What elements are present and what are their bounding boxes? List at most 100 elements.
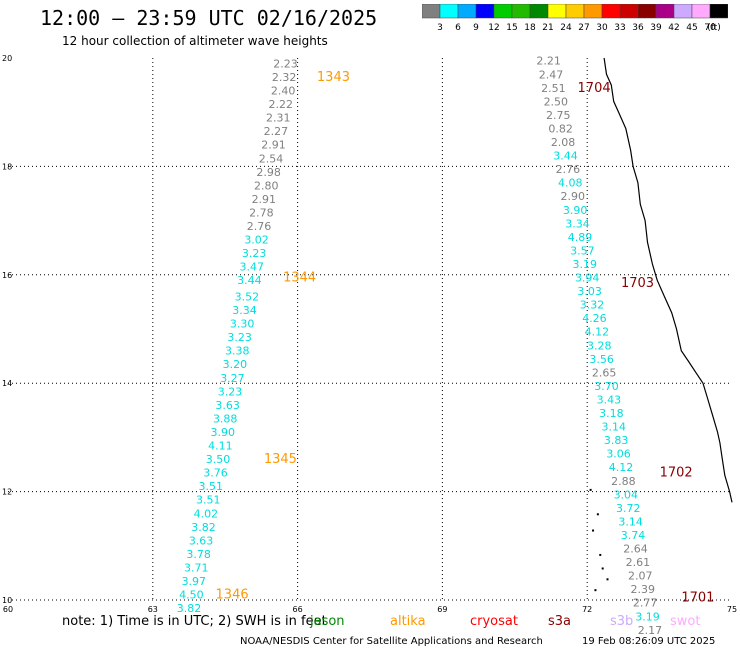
island-mark xyxy=(589,488,592,491)
wave-height-value: 0.82 xyxy=(548,122,573,135)
island-mark xyxy=(592,529,595,532)
color-scale-swatch xyxy=(422,4,441,19)
wave-height-value: 2.64 xyxy=(623,543,648,556)
wave-height-value: 3.57 xyxy=(570,244,595,257)
satellite-legend-s3b: s3b xyxy=(610,614,633,629)
wave-height-value: 2.21 xyxy=(536,55,561,68)
wave-height-value: 3.78 xyxy=(186,548,211,561)
wave-height-value: 2.75 xyxy=(546,109,571,122)
wave-height-value: 3.43 xyxy=(597,393,622,406)
wave-height-value: 3.90 xyxy=(563,204,588,217)
island-mark xyxy=(606,578,609,581)
wave-height-value: 2.54 xyxy=(259,152,284,165)
satellite-legend-swot: swot xyxy=(670,614,700,629)
color-scale-label: 36 xyxy=(632,23,644,33)
color-scale-swatch xyxy=(673,4,693,19)
color-scale-label: 70 xyxy=(704,23,716,33)
color-scale-label: 3 xyxy=(437,23,443,33)
wave-height-value: 2.80 xyxy=(254,179,279,192)
wave-height-value: 2.22 xyxy=(268,98,293,111)
wave-height-value: 3.71 xyxy=(184,561,209,574)
color-scale-swatch xyxy=(439,4,459,19)
wave-height-value: 3.02 xyxy=(244,234,269,247)
color-scale-swatch xyxy=(655,4,675,19)
wave-height-value: 2.50 xyxy=(544,95,569,108)
y-tick-label: 14 xyxy=(2,379,12,388)
wave-height-value: 3.19 xyxy=(635,610,660,623)
wave-height-value: 3.23 xyxy=(218,385,243,398)
island-mark xyxy=(601,567,604,570)
wave-height-value: 2.91 xyxy=(261,139,286,152)
wave-height-value: 3.50 xyxy=(206,453,231,466)
credit-text: NOAA/NESDIS Center for Satellite Applica… xyxy=(240,636,543,647)
wave-height-value: 2.76 xyxy=(556,163,581,176)
wave-height-value: 2.17 xyxy=(638,624,663,637)
wave-height-value: 3.34 xyxy=(565,217,590,230)
wave-height-value: 3.06 xyxy=(606,448,631,461)
wave-height-value: 2.61 xyxy=(626,556,651,569)
pass-number-label: 1702 xyxy=(660,466,693,481)
color-scale-swatch xyxy=(475,4,495,19)
pass-number-label: 1701 xyxy=(681,590,714,605)
wave-height-value: 3.72 xyxy=(616,502,641,515)
wave-height-value: 3.83 xyxy=(604,434,629,447)
y-tick-label: 12 xyxy=(2,488,12,497)
wave-height-value: 3.18 xyxy=(599,407,624,420)
wave-height-value: 2.32 xyxy=(272,71,297,84)
wave-height-value: 3.14 xyxy=(601,421,626,434)
wave-height-value: 2.76 xyxy=(247,220,272,233)
color-scale-label: 42 xyxy=(668,23,679,33)
wave-height-value: 2.90 xyxy=(560,190,585,203)
satellite-legend-s3a: s3a xyxy=(548,614,571,629)
wave-height-value: 3.51 xyxy=(196,494,221,507)
wave-height-value: 3.38 xyxy=(225,345,250,358)
wave-height-value: 4.26 xyxy=(582,312,607,325)
color-scale-label: 30 xyxy=(596,23,608,33)
wave-height-value: 3.76 xyxy=(203,467,228,480)
y-tick-label: 18 xyxy=(2,162,12,171)
color-scale-label: 21 xyxy=(542,23,553,33)
pass-number-label: 1346 xyxy=(216,588,249,603)
pass-number-label: 1345 xyxy=(264,452,297,467)
color-scale-label: 18 xyxy=(524,23,536,33)
wave-height-value: 4.89 xyxy=(568,231,593,244)
wave-height-value: 2.91 xyxy=(252,193,277,206)
color-scale-swatch xyxy=(709,4,728,19)
color-scale-swatch xyxy=(565,4,585,19)
x-tick-label: 66 xyxy=(293,605,303,614)
color-scale-swatch xyxy=(511,4,531,19)
wave-height-value: 2.78 xyxy=(249,206,274,219)
wave-height-value: 2.07 xyxy=(628,570,653,583)
pass-number-label: 1344 xyxy=(283,271,316,286)
wave-height-value: 3.20 xyxy=(223,358,248,371)
wave-height-value: 3.90 xyxy=(211,426,236,439)
pass-number-label: 1704 xyxy=(578,81,611,96)
island-mark xyxy=(596,513,599,516)
y-tick-label: 10 xyxy=(2,596,12,605)
satellite-legend-altika: altika xyxy=(390,614,426,629)
x-tick-label: 63 xyxy=(148,605,158,614)
island-mark xyxy=(594,589,597,592)
wave-height-value: 2.23 xyxy=(273,57,298,70)
color-scale-label: 12 xyxy=(488,23,499,33)
wave-height-value: 3.74 xyxy=(621,529,646,542)
wave-height-value: 4.08 xyxy=(558,177,583,190)
satellite-legend-jason: jason xyxy=(309,614,345,629)
y-tick-label: 20 xyxy=(2,54,12,63)
wave-height-value: 2.77 xyxy=(633,597,658,610)
wave-height-value: 3.94 xyxy=(575,272,600,285)
satellite-legend-cryosat: cryosat xyxy=(470,614,518,629)
color-scale-label: 27 xyxy=(578,23,589,33)
wave-height-value: 3.51 xyxy=(198,480,223,493)
wave-height-value: 4.02 xyxy=(194,507,219,520)
wave-height-value: 2.27 xyxy=(264,125,289,138)
color-scale-swatch xyxy=(637,4,657,19)
wave-height-value: 3.44 xyxy=(553,150,578,163)
wave-height-value: 3.56 xyxy=(589,353,614,366)
color-scale-label: 9 xyxy=(473,23,479,33)
wave-height-value: 3.27 xyxy=(220,372,245,385)
wave-height-value: 2.40 xyxy=(271,85,296,98)
wave-height-value: 3.23 xyxy=(227,331,252,344)
color-scale-label: 33 xyxy=(614,23,625,33)
